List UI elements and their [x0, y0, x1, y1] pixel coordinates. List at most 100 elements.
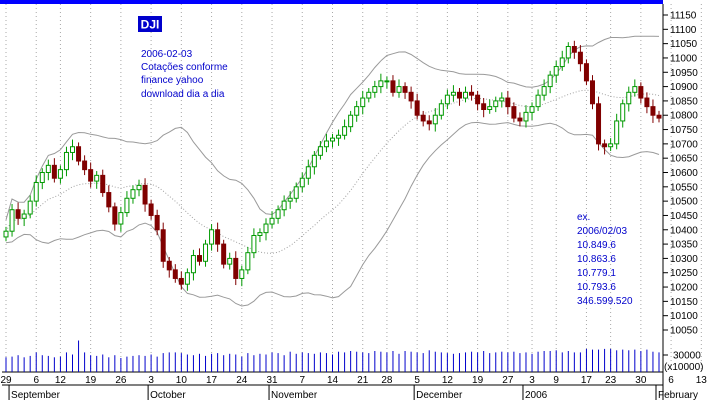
- price-tick-label: 11050: [670, 39, 698, 50]
- candle-body: [360, 97, 366, 108]
- candle-body: [27, 200, 33, 215]
- price-tick-label: 10750: [670, 125, 698, 136]
- candle-body: [63, 151, 69, 171]
- price-tick-label: 10550: [670, 182, 698, 193]
- candle-body: [293, 186, 299, 199]
- candle-body: [142, 184, 148, 205]
- candle-body: [541, 86, 547, 96]
- candle-body: [9, 209, 15, 232]
- candle-body: [57, 169, 63, 179]
- day-tick-label: 9: [553, 375, 559, 386]
- month-label: October: [150, 390, 186, 401]
- candle-body: [596, 103, 602, 145]
- candle-body: [583, 63, 589, 82]
- price-tick-label: 10100: [670, 311, 698, 322]
- candle-body: [33, 182, 39, 202]
- candle-body: [577, 51, 583, 65]
- example-ohlcv-block: ex. 2006/02/03 10.849.6 10.863.6 10.779.…: [577, 212, 633, 307]
- candle-body: [190, 255, 196, 274]
- candle-body: [336, 134, 342, 139]
- date-axis: 29 6 12 19 26 3 10 17 24 31 7 14 21 28 5 12 19 27 3 9 17 23 30…: [0, 375, 707, 401]
- example-line-4: 10.863.6: [577, 254, 616, 265]
- price-axis: 11150 11100 11050 11000 10950 10900 10850 10800…: [662, 4, 703, 400]
- candle-body: [620, 103, 626, 122]
- candle-body: [638, 86, 644, 99]
- candle-body: [160, 229, 166, 262]
- candle-body: [330, 137, 335, 142]
- candle-body: [426, 120, 432, 125]
- candle-body: [475, 94, 481, 105]
- month-label: November: [271, 390, 318, 401]
- candle-body: [396, 86, 402, 93]
- candle-body: [438, 103, 444, 116]
- price-tick-label: 10500: [670, 197, 698, 208]
- candle-body: [547, 74, 553, 88]
- symbol-badge: DJI: [138, 16, 162, 32]
- example-line-5: 10.779.1: [577, 268, 616, 279]
- price-tick-label: 10650: [670, 154, 698, 165]
- candle-body: [317, 146, 323, 156]
- note-line-2: Cotações conforme: [141, 62, 228, 73]
- example-line-1: ex.: [577, 212, 590, 223]
- candle-body: [184, 272, 190, 285]
- day-tick-label: 7: [299, 375, 305, 386]
- candle-body: [148, 203, 154, 216]
- candle-body: [275, 209, 281, 219]
- price-tick-label: 10200: [670, 283, 698, 294]
- lower-band-line: [5, 121, 660, 307]
- candle-body: [589, 80, 595, 105]
- day-tick-label: 3: [148, 375, 154, 386]
- day-tick-label: 31: [266, 375, 278, 386]
- candle-body: [463, 91, 469, 99]
- candle-body: [51, 164, 57, 179]
- price-tick-label: 10800: [670, 111, 698, 122]
- month-label: December: [416, 390, 463, 401]
- price-tick-label: 10250: [670, 268, 698, 279]
- candle-body: [196, 255, 202, 262]
- candle-body: [493, 100, 499, 108]
- month-label: September: [11, 390, 61, 401]
- day-tick-label: 24: [236, 375, 248, 386]
- candle-body: [608, 143, 614, 148]
- candle-body: [39, 172, 45, 184]
- note-line-3: finance yahoo: [141, 75, 204, 86]
- candle-body: [209, 229, 215, 245]
- candle-body: [100, 174, 106, 194]
- candle-body: [366, 91, 372, 99]
- volume-bars: [5, 340, 660, 372]
- candle-body: [565, 46, 571, 59]
- candle-body: [571, 46, 577, 53]
- candle-body: [287, 197, 293, 202]
- candle-body: [154, 214, 160, 231]
- candle-body: [166, 260, 172, 271]
- candle-body: [456, 91, 462, 99]
- candle-body: [203, 243, 209, 262]
- day-tick-label: 17: [206, 375, 218, 386]
- day-tick-label: 29: [0, 375, 12, 386]
- candle-body: [263, 223, 269, 234]
- candle-body: [76, 146, 82, 162]
- candle-body: [82, 160, 88, 171]
- candle-body: [239, 269, 245, 279]
- day-tick-label: 12: [442, 375, 454, 386]
- candle-body: [656, 114, 662, 119]
- day-tick-label: 30: [635, 375, 647, 386]
- candle-body: [390, 80, 396, 93]
- candle-body: [372, 86, 378, 93]
- day-tick-label: 26: [115, 375, 127, 386]
- candle-body: [124, 197, 130, 214]
- candle-body: [553, 66, 559, 76]
- candle-body: [233, 257, 239, 279]
- candle-body: [408, 91, 414, 102]
- candle-body: [45, 164, 51, 174]
- candle-body: [70, 146, 76, 153]
- price-tick-label: 10400: [670, 225, 698, 236]
- day-tick-label: 17: [581, 375, 593, 386]
- candle-body: [227, 257, 233, 265]
- price-tick-label: 10300: [670, 254, 698, 265]
- candle-body: [245, 252, 251, 271]
- candle-body: [269, 217, 275, 225]
- candle-body: [559, 57, 565, 68]
- day-tick-label: 19: [85, 375, 97, 386]
- candle-body: [523, 111, 529, 122]
